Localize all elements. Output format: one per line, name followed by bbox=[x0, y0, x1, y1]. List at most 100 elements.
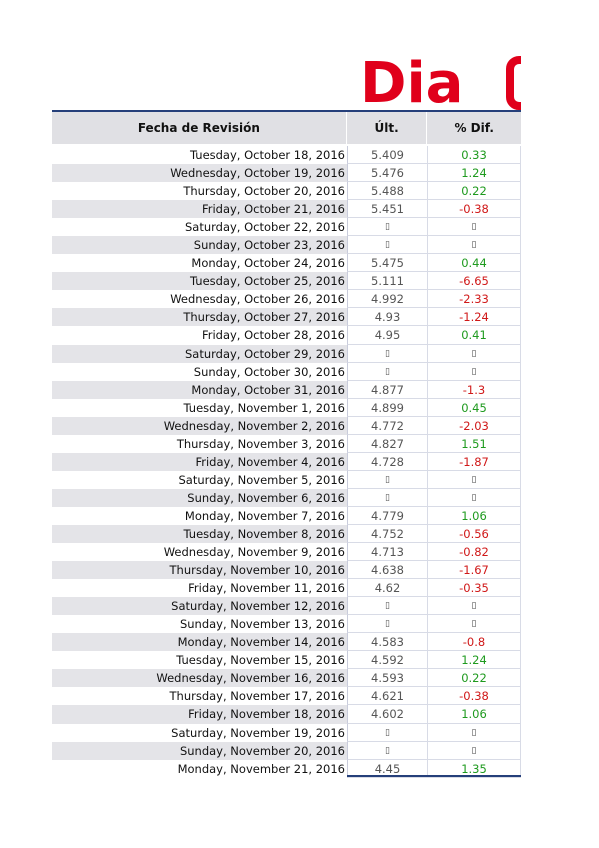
percent-diff-cell: 0.33 bbox=[427, 146, 521, 165]
percent-diff-cell: ▯ bbox=[427, 615, 521, 634]
last-price-cell: ▯ bbox=[347, 615, 427, 634]
table-row: Monday, November 7, 2016 4.779 1.06 bbox=[52, 506, 521, 525]
last-price-cell: 5.111 bbox=[347, 272, 427, 291]
percent-diff-cell: 0.41 bbox=[427, 326, 521, 345]
last-price-cell: 4.827 bbox=[347, 434, 427, 453]
date-cell: Thursday, November 3, 2016 bbox=[176, 436, 345, 451]
last-price-cell: 4.95 bbox=[347, 326, 427, 345]
table-row: Tuesday, November 8, 2016 4.752 -0.56 bbox=[52, 524, 521, 544]
table-row: Friday, October 21, 2016 5.451 -0.38 bbox=[52, 200, 521, 219]
last-price-cell: ▯ bbox=[347, 344, 427, 363]
percent-diff-cell: -0.8 bbox=[427, 633, 521, 652]
date-cell: Monday, October 24, 2016 bbox=[191, 256, 345, 271]
percent-diff-cell: -0.56 bbox=[427, 524, 521, 544]
date-cell: Friday, November 11, 2016 bbox=[188, 581, 345, 596]
percent-diff-cell: -6.65 bbox=[427, 272, 521, 291]
last-price-cell: 4.992 bbox=[347, 290, 427, 309]
percent-diff-cell: -0.38 bbox=[427, 200, 521, 219]
date-cell: Saturday, November 19, 2016 bbox=[171, 725, 345, 740]
table-row: Friday, October 28, 2016 4.95 0.41 bbox=[52, 326, 521, 345]
table-header: Fecha de Revisión Últ. % Dif. bbox=[52, 110, 521, 144]
date-cell: Wednesday, October 26, 2016 bbox=[170, 292, 345, 307]
last-price-cell: 4.93 bbox=[347, 308, 427, 327]
table-row: Friday, November 11, 2016 4.62 -0.35 bbox=[52, 579, 521, 598]
percent-diff-cell: -2.03 bbox=[427, 416, 521, 435]
table-row: Thursday, October 27, 2016 4.93 -1.24 bbox=[52, 308, 521, 327]
percent-diff-cell: 1.06 bbox=[427, 705, 521, 724]
table-row: Sunday, November 6, 2016 ▯ ▯ bbox=[52, 488, 521, 507]
table-row: Saturday, October 22, 2016 ▯ ▯ bbox=[52, 218, 521, 237]
date-cell: Tuesday, October 18, 2016 bbox=[190, 148, 345, 162]
header-last: Últ. bbox=[345, 112, 427, 144]
date-cell: Monday, November 7, 2016 bbox=[184, 508, 345, 523]
header-date: Fecha de Revisión bbox=[137, 121, 260, 135]
table-row: Tuesday, October 25, 2016 5.111 -6.65 bbox=[52, 272, 521, 291]
last-price-cell: 4.62 bbox=[347, 579, 427, 598]
percent-diff-cell: 0.44 bbox=[427, 254, 521, 273]
last-price-cell: 4.602 bbox=[347, 705, 427, 724]
percent-diff-cell: 1.06 bbox=[427, 506, 521, 525]
date-cell: Tuesday, November 15, 2016 bbox=[176, 653, 345, 668]
table-row: Monday, October 31, 2016 4.877 -1.3 bbox=[52, 380, 521, 399]
last-price-cell: ▯ bbox=[347, 236, 427, 255]
table-row: Wednesday, October 19, 2016 5.476 1.24 bbox=[52, 164, 521, 183]
percent-diff-cell: ▯ bbox=[427, 344, 521, 363]
last-price-cell: 4.779 bbox=[347, 506, 427, 525]
percent-diff-cell: ▯ bbox=[427, 218, 521, 237]
date-cell: Saturday, October 29, 2016 bbox=[52, 344, 347, 363]
table-row: Thursday, November 17, 2016 4.621 -0.38 bbox=[52, 687, 521, 706]
percent-diff-cell: ▯ bbox=[427, 470, 521, 489]
last-price-cell: 4.638 bbox=[347, 561, 427, 580]
date-cell: Wednesday, November 9, 2016 bbox=[163, 545, 345, 560]
percent-diff-cell: ▯ bbox=[427, 741, 521, 760]
date-cell: Friday, October 21, 2016 bbox=[52, 200, 347, 219]
last-price-cell: 4.752 bbox=[347, 524, 427, 544]
table-row: Sunday, October 23, 2016 ▯ ▯ bbox=[52, 236, 521, 255]
last-price-cell: 4.45 bbox=[347, 759, 427, 778]
percent-diff-cell: -1.67 bbox=[427, 561, 521, 580]
percent-diff-cell: 1.35 bbox=[427, 759, 521, 778]
date-cell: Thursday, October 20, 2016 bbox=[183, 184, 345, 199]
table-row: Saturday, November 19, 2016 ▯ ▯ bbox=[52, 723, 521, 742]
date-cell: Monday, November 21, 2016 bbox=[177, 761, 345, 776]
percent-diff-cell: -1.3 bbox=[427, 380, 521, 399]
table-row: Sunday, October 30, 2016 ▯ ▯ bbox=[52, 362, 521, 381]
percent-diff-cell: 1.51 bbox=[427, 434, 521, 453]
header-diff: % Dif. bbox=[426, 112, 521, 144]
last-price-cell: 4.713 bbox=[347, 543, 427, 562]
table-row: Saturday, November 5, 2016 ▯ ▯ bbox=[52, 470, 521, 489]
last-price-cell: 4.583 bbox=[347, 633, 427, 652]
table-row: Friday, November 4, 2016 4.728 -1.87 bbox=[52, 452, 521, 471]
date-cell: Sunday, October 23, 2016 bbox=[52, 236, 347, 255]
date-cell: Thursday, October 27, 2016 bbox=[52, 308, 347, 327]
table-row: Monday, November 21, 2016 4.45 1.35 bbox=[52, 759, 521, 778]
table-bottom-rule bbox=[347, 775, 521, 777]
last-price-cell: ▯ bbox=[347, 218, 427, 237]
date-cell: Tuesday, October 25, 2016 bbox=[52, 272, 347, 291]
percent-diff-cell: -1.24 bbox=[427, 308, 521, 327]
logo-text: Dia bbox=[360, 52, 463, 110]
last-price-cell: 4.877 bbox=[347, 380, 427, 399]
last-price-cell: ▯ bbox=[347, 362, 427, 381]
percent-diff-cell: 1.24 bbox=[427, 164, 521, 183]
quote-table: Fecha de Revisión Últ. % Dif. Tuesday, O… bbox=[52, 110, 521, 778]
date-cell: Friday, November 18, 2016 bbox=[52, 705, 347, 724]
table-row: Friday, November 18, 2016 4.602 1.06 bbox=[52, 705, 521, 724]
date-cell: Monday, November 14, 2016 bbox=[52, 633, 347, 652]
table-row: Tuesday, November 15, 2016 4.592 1.24 bbox=[52, 651, 521, 670]
date-cell: Saturday, October 22, 2016 bbox=[184, 220, 345, 235]
date-cell: Thursday, November 17, 2016 bbox=[169, 689, 345, 704]
date-cell: Saturday, November 12, 2016 bbox=[52, 597, 347, 616]
last-price-cell: 4.772 bbox=[347, 416, 427, 435]
last-price-cell: 5.488 bbox=[347, 182, 427, 201]
percent-diff-cell: -0.38 bbox=[427, 687, 521, 706]
last-price-cell: 4.728 bbox=[347, 452, 427, 471]
date-cell: Friday, October 28, 2016 bbox=[201, 328, 345, 343]
last-price-cell: ▯ bbox=[347, 597, 427, 616]
percent-diff-cell: -0.82 bbox=[427, 543, 521, 562]
percent-diff-cell: ▯ bbox=[427, 597, 521, 616]
date-cell: Wednesday, November 16, 2016 bbox=[52, 669, 347, 688]
last-price-cell: 5.475 bbox=[347, 254, 427, 273]
last-price-cell: 4.592 bbox=[347, 651, 427, 670]
date-cell: Wednesday, October 19, 2016 bbox=[52, 164, 347, 183]
